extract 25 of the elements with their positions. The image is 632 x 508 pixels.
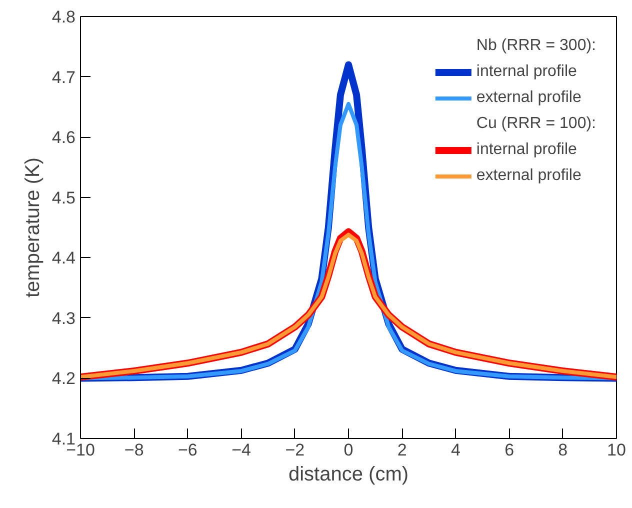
x-tick-label: −6 — [178, 440, 198, 460]
x-tick-label: 2 — [397, 440, 407, 460]
legend-label: internal profile — [476, 141, 577, 159]
legend-label: internal profile — [476, 63, 577, 81]
y-axis-title: temperature (K) — [22, 157, 44, 298]
x-tick-label: 0 — [344, 440, 354, 460]
legend-label: external profile — [476, 89, 582, 107]
x-tick-label: 8 — [558, 440, 568, 460]
y-tick-label: 4.7 — [52, 68, 76, 87]
y-tick-label: 4.5 — [52, 188, 76, 208]
annotation: Cu (RRR = 100): — [476, 115, 596, 133]
x-tick-label: 10 — [607, 440, 626, 460]
x-tick-label: 6 — [504, 440, 514, 460]
y-tick-label: 4.4 — [52, 248, 76, 268]
legend-label: external profile — [476, 167, 582, 185]
y-tick-label: 4.2 — [52, 369, 76, 388]
x-tick-label: −4 — [232, 440, 251, 460]
x-tick-label: −2 — [285, 440, 305, 460]
x-tick-label: 4 — [450, 440, 460, 460]
y-tick-label: 4.3 — [52, 308, 76, 328]
x-tick-label: −8 — [124, 440, 144, 460]
x-axis-title: distance (cm) — [288, 464, 409, 486]
y-tick-label: 4.6 — [52, 128, 76, 148]
annotation: Nb (RRR = 300): — [476, 37, 596, 55]
y-tick-label: 4.8 — [52, 8, 76, 26]
